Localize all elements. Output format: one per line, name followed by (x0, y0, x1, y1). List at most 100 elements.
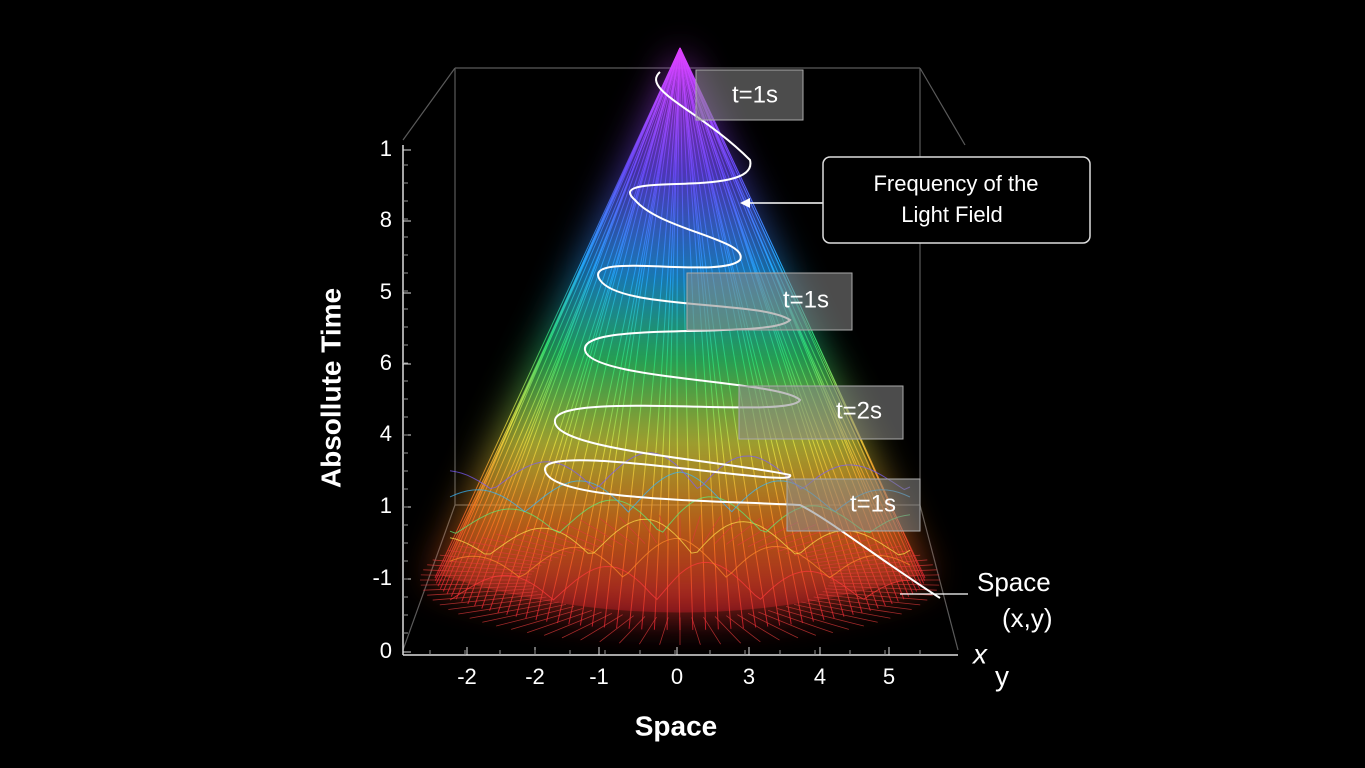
time-labels: t=1s t=1s t=2s t=1s (686, 69, 921, 532)
cone-strand (641, 47, 681, 630)
floor-ray (423, 585, 532, 591)
time-label: t=1s (732, 81, 778, 108)
y-tick-label: 6 (380, 350, 392, 375)
floor-ray (599, 615, 634, 643)
cone-strand (442, 47, 681, 592)
floor-ray (714, 516, 741, 544)
cone-strand (591, 47, 681, 627)
floor-ray (825, 564, 933, 572)
cone-strand (679, 47, 893, 605)
floor-ray (427, 564, 535, 572)
floor-ray (448, 596, 547, 610)
floor-ray (726, 615, 761, 643)
x-tick-label: -1 (589, 664, 609, 689)
floor-ray (432, 591, 538, 601)
floor-ray (777, 530, 849, 552)
floor-ray (785, 606, 864, 627)
floor-ray (561, 613, 613, 639)
floor-ray (807, 545, 902, 561)
callout-text: Light Field (901, 202, 1003, 227)
callout: Frequency of the Light Field (740, 156, 1091, 244)
cone-strand (679, 47, 707, 630)
y-tick-label: 4 (380, 421, 392, 446)
cone-strand (679, 47, 744, 629)
callout-text: Frequency of the (873, 171, 1038, 196)
x-axis-title: Space (635, 710, 718, 741)
cone-strand (628, 47, 681, 629)
floor-ray (511, 608, 583, 630)
floor-ray (758, 611, 817, 636)
floor-ray (801, 541, 891, 559)
floor-ray (818, 554, 921, 567)
floor-ray (580, 519, 623, 546)
floor-ray (458, 545, 553, 561)
floor-ray (469, 541, 559, 559)
floor-ray (714, 616, 741, 644)
x-tick-label: -2 (525, 664, 545, 689)
time-label: t=1s (783, 286, 829, 313)
floor-ray (448, 550, 547, 564)
floor-ray (659, 617, 669, 645)
floor-ray (813, 596, 912, 610)
floor-ray (482, 603, 567, 623)
cone-strand (546, 47, 681, 622)
y-tick-label: 0 (380, 638, 392, 663)
space-label: (x,y) (1002, 603, 1053, 633)
cone-strand (679, 47, 792, 625)
floor-ray (801, 601, 891, 619)
floor-ray (829, 574, 940, 578)
floor-ray (561, 521, 613, 547)
cone-strand (676, 47, 681, 631)
axis-letter: x (971, 638, 988, 669)
cone-strand (525, 47, 681, 619)
floor-ray (427, 588, 535, 596)
floor-ray (543, 611, 602, 636)
y-tick-label: 1 (380, 493, 392, 518)
cone-strand (603, 47, 681, 628)
floor-ray (439, 554, 542, 567)
floor-ray (793, 603, 878, 623)
floor-ray (659, 515, 669, 543)
cone-strand (568, 47, 681, 625)
floor-ray (543, 524, 602, 549)
cone-strand (616, 47, 681, 629)
cone-strand (679, 47, 757, 628)
x-tick-label: -2 (457, 664, 477, 689)
floor-ray (496, 606, 575, 627)
cone-strand (535, 47, 681, 621)
space-label: Space (977, 567, 1051, 597)
floor-ray (703, 515, 722, 544)
time-label: t=2s (836, 397, 882, 424)
floor-ray (777, 608, 849, 630)
y-tick-label: 5 (380, 279, 392, 304)
floor-ray (726, 517, 761, 545)
wave (449, 561, 911, 601)
wave (449, 518, 911, 556)
floor-ray (703, 616, 722, 645)
x-tick-label: 3 (743, 664, 755, 689)
axis-letter: y (995, 660, 1009, 691)
cone-strand (450, 47, 681, 597)
helix (543, 71, 941, 599)
axes (402, 145, 958, 656)
floor-ray (828, 569, 937, 575)
floor-ray (737, 614, 780, 641)
x-tick-label: 0 (671, 664, 683, 689)
y-tick-label: 8 (380, 207, 392, 232)
floor-ray (420, 574, 531, 578)
floor-ray (619, 516, 646, 544)
cone-strand (679, 47, 814, 622)
x-tick-label: 5 (883, 664, 895, 689)
floor-ray (822, 559, 928, 569)
time-label: t=1s (850, 490, 896, 517)
y-tick-label: 1 (380, 136, 392, 161)
floor-ray (807, 599, 902, 615)
floor-ray (458, 599, 553, 615)
floor-ray (691, 515, 701, 543)
floor-ray (747, 613, 799, 639)
floor-ray (469, 601, 559, 619)
floor-ray (793, 537, 878, 557)
cone-strand (666, 47, 681, 630)
floor-ray (439, 593, 542, 606)
